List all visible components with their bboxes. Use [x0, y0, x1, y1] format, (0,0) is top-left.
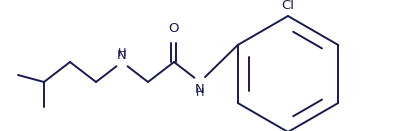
- Text: H: H: [196, 88, 204, 98]
- Text: N: N: [117, 49, 127, 62]
- Text: Cl: Cl: [282, 0, 295, 12]
- Text: O: O: [169, 22, 179, 35]
- Text: H: H: [118, 48, 126, 58]
- Text: N: N: [195, 83, 205, 96]
